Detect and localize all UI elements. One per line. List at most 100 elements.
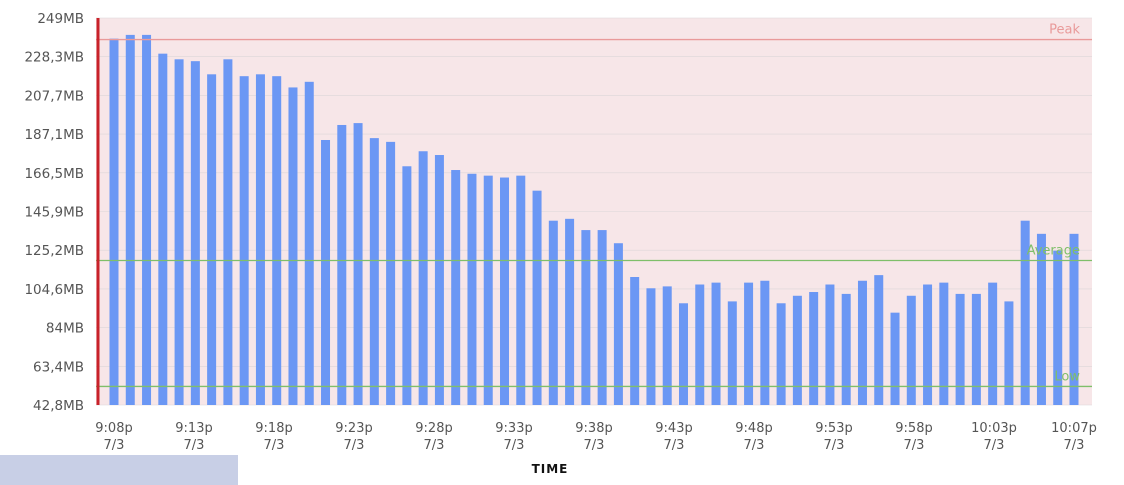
bars (109, 34, 1079, 406)
x-tick-time: 9:08p (95, 421, 132, 436)
bar (727, 301, 737, 405)
bar (890, 312, 900, 405)
bar (906, 295, 916, 405)
bar (971, 293, 981, 405)
bar (272, 76, 282, 406)
bar (532, 190, 542, 405)
y-tick-label: 125,2MB (24, 243, 84, 259)
bar (1036, 233, 1046, 405)
bar (874, 275, 884, 405)
y-tick-label: 63,4MB (33, 359, 84, 375)
bar (597, 230, 607, 405)
bar (955, 293, 965, 405)
bar (142, 34, 152, 406)
footer-bar (0, 455, 238, 485)
reference-lines: Peak Average Low (96, 23, 1092, 388)
bar (792, 295, 802, 405)
bar (581, 230, 591, 405)
bar (857, 280, 867, 405)
y-tick-label: 104,6MB (24, 282, 84, 298)
x-tick-date: 7/3 (1064, 438, 1085, 453)
bar (255, 74, 265, 405)
bar (158, 53, 168, 406)
bar (386, 141, 396, 405)
bar (744, 282, 754, 405)
bar (1069, 233, 1079, 405)
bar (207, 74, 217, 405)
bar (223, 59, 233, 405)
bar (923, 284, 933, 405)
x-tick-time: 9:43p (655, 421, 692, 436)
bar (809, 292, 819, 405)
bar (337, 124, 347, 405)
x-tick-date: 7/3 (424, 438, 445, 453)
bar (467, 173, 477, 405)
bar (353, 123, 363, 406)
x-tick-date: 7/3 (664, 438, 685, 453)
bar (630, 277, 640, 405)
x-tick-time: 9:33p (495, 421, 532, 436)
bar (516, 175, 526, 405)
bar (402, 166, 412, 405)
y-tick-label: 207,7MB (24, 88, 84, 104)
x-tick-time: 9:53p (815, 421, 852, 436)
reference-label-average: Average (1027, 243, 1080, 258)
bar (239, 76, 249, 406)
reference-label-peak: Peak (1049, 23, 1080, 38)
x-tick-time: 9:23p (335, 421, 372, 436)
x-axis-label: TIME (531, 462, 569, 476)
bar (434, 155, 444, 405)
bar (939, 282, 949, 405)
x-tick-date: 7/3 (824, 438, 845, 453)
bar (662, 286, 672, 405)
y-tick-label: 145,9MB (24, 205, 84, 221)
x-tick-time: 10:07p (1051, 421, 1097, 436)
x-tick-time: 9:13p (175, 421, 212, 436)
bar (125, 34, 135, 406)
y-tick-labels: 249MB 228,3MB 207,7MB 187,1MB 166,5MB 145,9MB… (24, 11, 84, 414)
y-tick-label: 249MB (37, 11, 84, 27)
bar (500, 177, 510, 405)
bar (678, 303, 688, 405)
bar (711, 282, 721, 405)
x-tick-date: 7/3 (744, 438, 765, 453)
bar (841, 293, 851, 405)
x-tick-date: 7/3 (264, 438, 285, 453)
y-tick-label: 42,8MB (33, 398, 84, 414)
bar (613, 243, 623, 405)
x-tick-date: 7/3 (504, 438, 525, 453)
x-tick-time: 9:18p (255, 421, 292, 436)
bar (483, 175, 493, 405)
x-tick-date: 7/3 (104, 438, 125, 453)
y-tick-label: 228,3MB (24, 50, 84, 66)
bar (565, 218, 575, 405)
x-tick-time: 9:28p (415, 421, 452, 436)
x-tick-time: 9:48p (735, 421, 772, 436)
x-tick-date: 7/3 (904, 438, 925, 453)
x-tick-labels: 9:08p 7/3 9:13p 7/3 9:18p 7/3 9:23p 7/3 9:28p 7/3… (95, 421, 1097, 453)
x-tick-date: 7/3 (584, 438, 605, 453)
bar (321, 139, 331, 405)
bar (760, 280, 770, 405)
bar (1004, 301, 1014, 405)
x-tick-time: 9:58p (895, 421, 932, 436)
bar (1020, 220, 1030, 405)
bar (288, 87, 298, 405)
bar (1053, 250, 1063, 405)
reference-label-low: Low (1054, 369, 1080, 384)
x-tick-date: 7/3 (184, 438, 205, 453)
bar (190, 61, 200, 405)
bar (174, 59, 184, 405)
bar (451, 170, 461, 405)
bar (304, 81, 314, 406)
x-tick-time: 9:38p (575, 421, 612, 436)
x-tick-time: 10:03p (971, 421, 1017, 436)
bar (825, 284, 835, 405)
bar (695, 284, 705, 405)
bar (548, 220, 558, 405)
bar (418, 151, 428, 405)
y-tick-label: 166,5MB (24, 166, 84, 182)
bar (109, 38, 119, 405)
x-tick-date: 7/3 (344, 438, 365, 453)
